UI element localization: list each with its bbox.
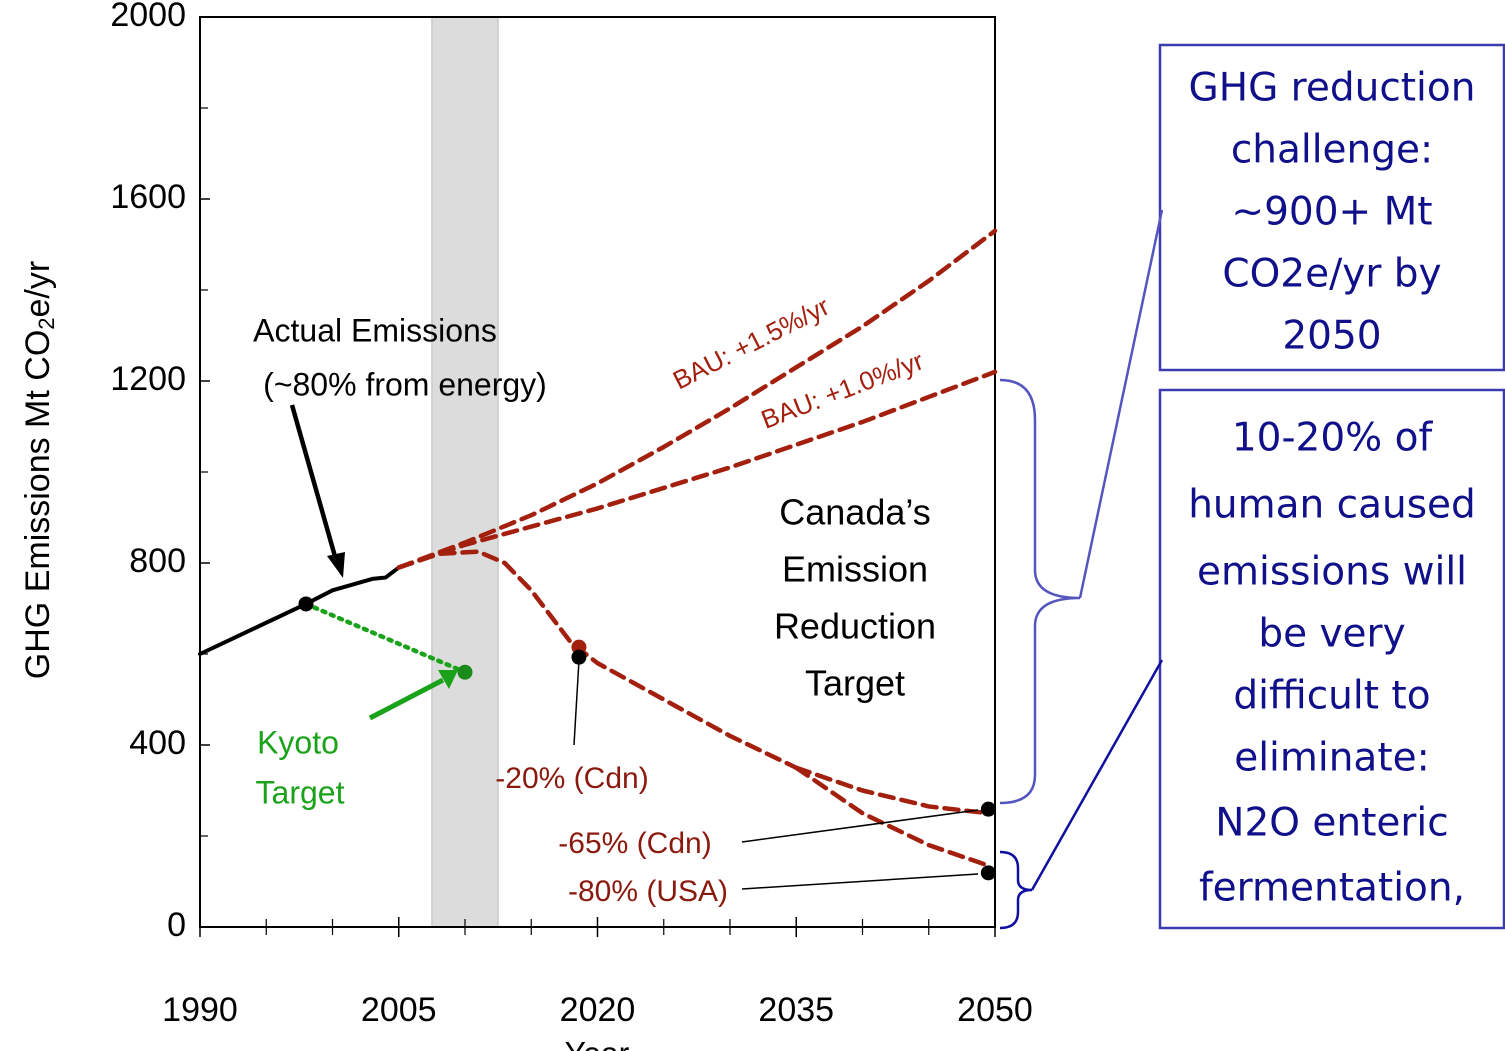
- series-line: [396, 369, 998, 570]
- box-text: GHG reduction: [1189, 66, 1476, 111]
- series-line: [396, 228, 998, 570]
- box-text: emissions will: [1197, 550, 1467, 595]
- arrowhead: [327, 552, 345, 578]
- annotation: Kyoto: [257, 724, 339, 760]
- annotation: Reduction: [774, 606, 936, 647]
- x-tick-label: 2020: [560, 991, 636, 1029]
- annotation: (~80% from energy): [263, 366, 547, 402]
- shaded-region: [431, 16, 499, 928]
- box-text: ~900+ Mt: [1231, 190, 1432, 235]
- data-point: [980, 865, 996, 881]
- series-line: [198, 565, 401, 656]
- box-text: eliminate:: [1234, 736, 1430, 781]
- box-text: fermentation,: [1199, 866, 1465, 911]
- box-text: human caused: [1188, 483, 1476, 528]
- box-text: CO2e/yr by: [1222, 252, 1441, 297]
- arrow: [368, 677, 445, 721]
- arrow: [289, 404, 339, 561]
- data-point: [571, 649, 587, 665]
- annotation: BAU: +1.5%/yr: [668, 291, 834, 396]
- annotation: -80% (USA): [568, 875, 728, 908]
- callout-line: [1078, 209, 1164, 599]
- x-axis-label: Year: [565, 1035, 630, 1051]
- x-tick-label: 1990: [162, 991, 238, 1029]
- annotation: -20% (Cdn): [495, 762, 648, 795]
- annotation: Target: [805, 663, 905, 704]
- callout-line: [1030, 659, 1164, 891]
- y-tick-label: 1200: [110, 360, 186, 398]
- x-tick-label: 2050: [957, 991, 1033, 1029]
- box-text: 10-20% of: [1232, 416, 1434, 461]
- data-point: [980, 801, 996, 817]
- y-tick-label: 2000: [110, 0, 186, 34]
- info-box: [1158, 388, 1505, 930]
- y-tick-label: 1600: [110, 178, 186, 216]
- pointer-line: [741, 873, 979, 890]
- y-axis-label: GHG Emissions Mt CO2e/yr: [19, 261, 59, 679]
- series-line: [396, 549, 799, 770]
- x-tick-label: 2005: [361, 991, 437, 1029]
- pointer-line: [573, 659, 580, 746]
- brace: [999, 378, 1081, 805]
- y-axis-label-part: e/yr: [19, 261, 57, 318]
- data-point: [298, 596, 314, 612]
- y-tick-label: 400: [129, 724, 186, 762]
- box-text: N2O enteric: [1215, 801, 1448, 846]
- info-box: [1158, 43, 1505, 372]
- data-point: [457, 664, 473, 680]
- annotation: Actual Emissions: [253, 312, 497, 348]
- y-tick-label: 800: [129, 542, 186, 580]
- series-line: [794, 765, 991, 868]
- y-axis-label-part: 2: [34, 317, 59, 329]
- series-line: [794, 765, 991, 816]
- plot-area: [198, 16, 998, 937]
- box-text: challenge:: [1231, 128, 1433, 173]
- annotation: BAU: +1.0%/yr: [757, 345, 928, 434]
- arrowhead: [438, 670, 458, 689]
- y-axis-label-part: GHG Emissions Mt CO: [19, 330, 57, 679]
- y-tick-label: 0: [167, 906, 186, 944]
- brace: [999, 850, 1033, 930]
- pointer-line: [741, 809, 979, 843]
- annotation: Emission: [782, 549, 928, 590]
- box-text: difficult to: [1233, 674, 1430, 719]
- box-text: be very: [1258, 612, 1405, 657]
- x-tick-label: 2035: [758, 991, 834, 1029]
- box-text: 2050: [1282, 314, 1381, 359]
- annotation: -65% (Cdn): [558, 827, 711, 860]
- annotation: Canada’s: [779, 492, 930, 533]
- series-line: [303, 601, 468, 675]
- annotation: Target: [256, 774, 345, 810]
